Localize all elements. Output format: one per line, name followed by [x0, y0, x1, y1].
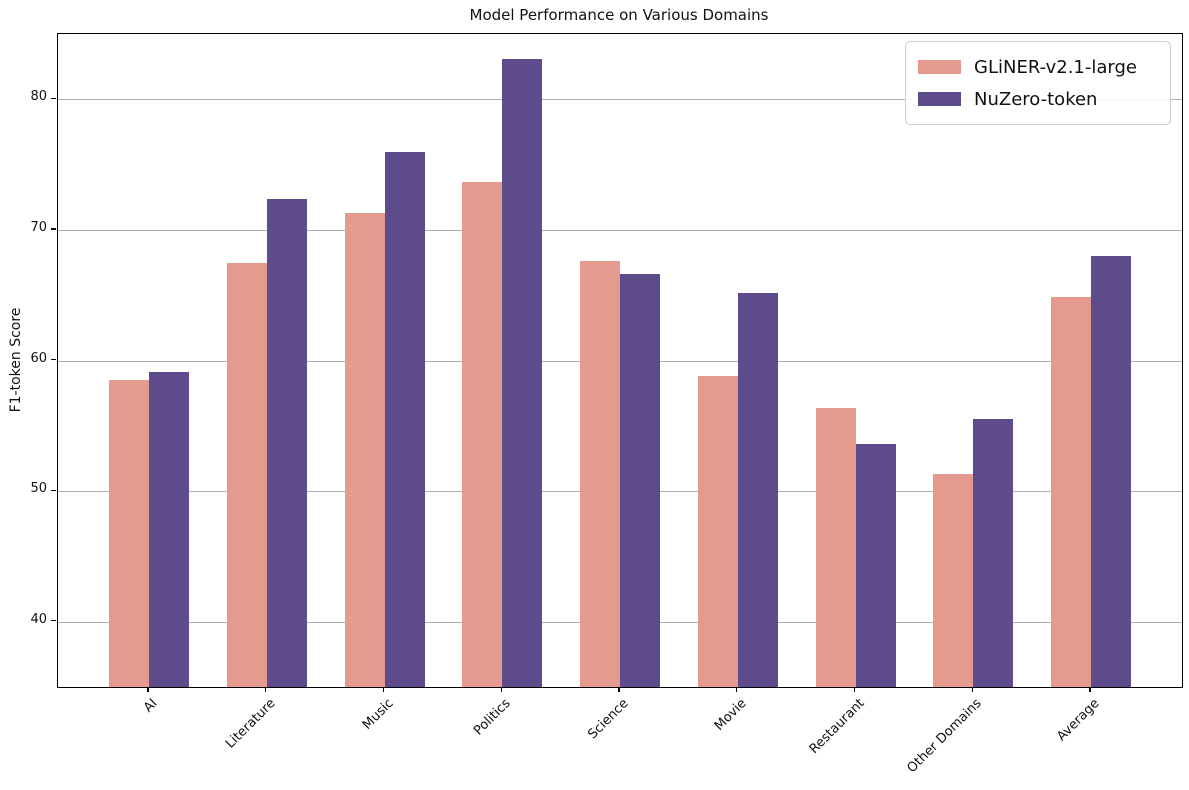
- y-tick-label: 50: [30, 481, 47, 497]
- bar-GLiNER-v2.1-large-Movie: [697, 376, 738, 687]
- x-tick-mark: [1089, 687, 1091, 692]
- x-tick-label-Average: Average: [1054, 696, 1103, 745]
- x-tick-label-Movie: Movie: [711, 696, 750, 734]
- bar-GLiNER-v2.1-large-Politics: [462, 181, 503, 687]
- bar-NuZero-token-Other Domains: [973, 419, 1014, 687]
- bar-NuZero-token-Restaurant: [855, 444, 896, 687]
- x-tick-label-Science: Science: [585, 696, 632, 743]
- x-tick-mark: [147, 687, 149, 692]
- y-tick-mark: [50, 620, 56, 622]
- legend-item-nuzero: NuZero-token: [918, 83, 1158, 115]
- legend-item-gliner: GLiNER-v2.1-large: [918, 51, 1158, 83]
- y-tick-mark: [50, 359, 56, 361]
- x-tick-label-Music: Music: [359, 696, 397, 733]
- x-tick-mark: [736, 687, 738, 692]
- bar-NuZero-token-Science: [620, 274, 660, 687]
- bar-NuZero-token-Music: [384, 151, 425, 687]
- bar-GLiNER-v2.1-large-Music: [344, 212, 385, 687]
- x-tick-mark: [265, 687, 267, 692]
- gridline-y-80: [58, 99, 1182, 101]
- chart-title: Model Performance on Various Domains: [469, 6, 769, 24]
- y-tick-mark: [50, 489, 56, 491]
- y-tick-mark: [50, 97, 56, 99]
- bar-GLiNER-v2.1-large-Literature: [226, 262, 267, 687]
- y-tick-mark: [50, 228, 56, 230]
- legend-label-nuzero: NuZero-token: [974, 88, 1098, 110]
- x-tick-label-Politics: Politics: [471, 696, 514, 739]
- bar-GLiNER-v2.1-large-Other Domains: [933, 474, 974, 687]
- bar-NuZero-token-Literature: [266, 198, 307, 687]
- x-tick-mark: [382, 687, 385, 692]
- legend-swatch-nuzero: [918, 92, 961, 106]
- bar-NuZero-token-AI: [149, 372, 189, 687]
- x-tick-label-Other Domains: Other Domains: [904, 696, 985, 777]
- x-tick-label-Literature: Literature: [222, 696, 279, 752]
- x-tick-mark: [618, 687, 620, 692]
- bar-GLiNER-v2.1-large-Science: [580, 261, 620, 687]
- bar-GLiNER-v2.1-large-Average: [1051, 296, 1091, 687]
- y-tick-label: 80: [30, 89, 47, 105]
- y-tick-label: 40: [30, 611, 47, 627]
- plot-area: [57, 33, 1183, 688]
- bar-NuZero-token-Movie: [737, 292, 778, 687]
- legend-swatch-gliner: [918, 60, 961, 74]
- x-tick-mark: [971, 687, 973, 692]
- bar-NuZero-token-Average: [1091, 256, 1131, 687]
- x-tick-label-AI: AI: [140, 696, 161, 716]
- gridline-y-70: [58, 229, 1182, 231]
- y-tick-label: 60: [30, 350, 47, 366]
- bar-GLiNER-v2.1-large-AI: [109, 380, 149, 687]
- legend: GLiNER-v2.1-large NuZero-token: [905, 41, 1171, 125]
- y-tick-label: 70: [30, 219, 47, 235]
- bar-GLiNER-v2.1-large-Restaurant: [815, 407, 856, 687]
- x-tick-label-Restaurant: Restaurant: [806, 696, 868, 757]
- x-tick-mark: [853, 687, 856, 692]
- bar-NuZero-token-Politics: [502, 58, 543, 687]
- legend-label-gliner: GLiNER-v2.1-large: [974, 56, 1137, 78]
- x-tick-mark: [500, 687, 502, 692]
